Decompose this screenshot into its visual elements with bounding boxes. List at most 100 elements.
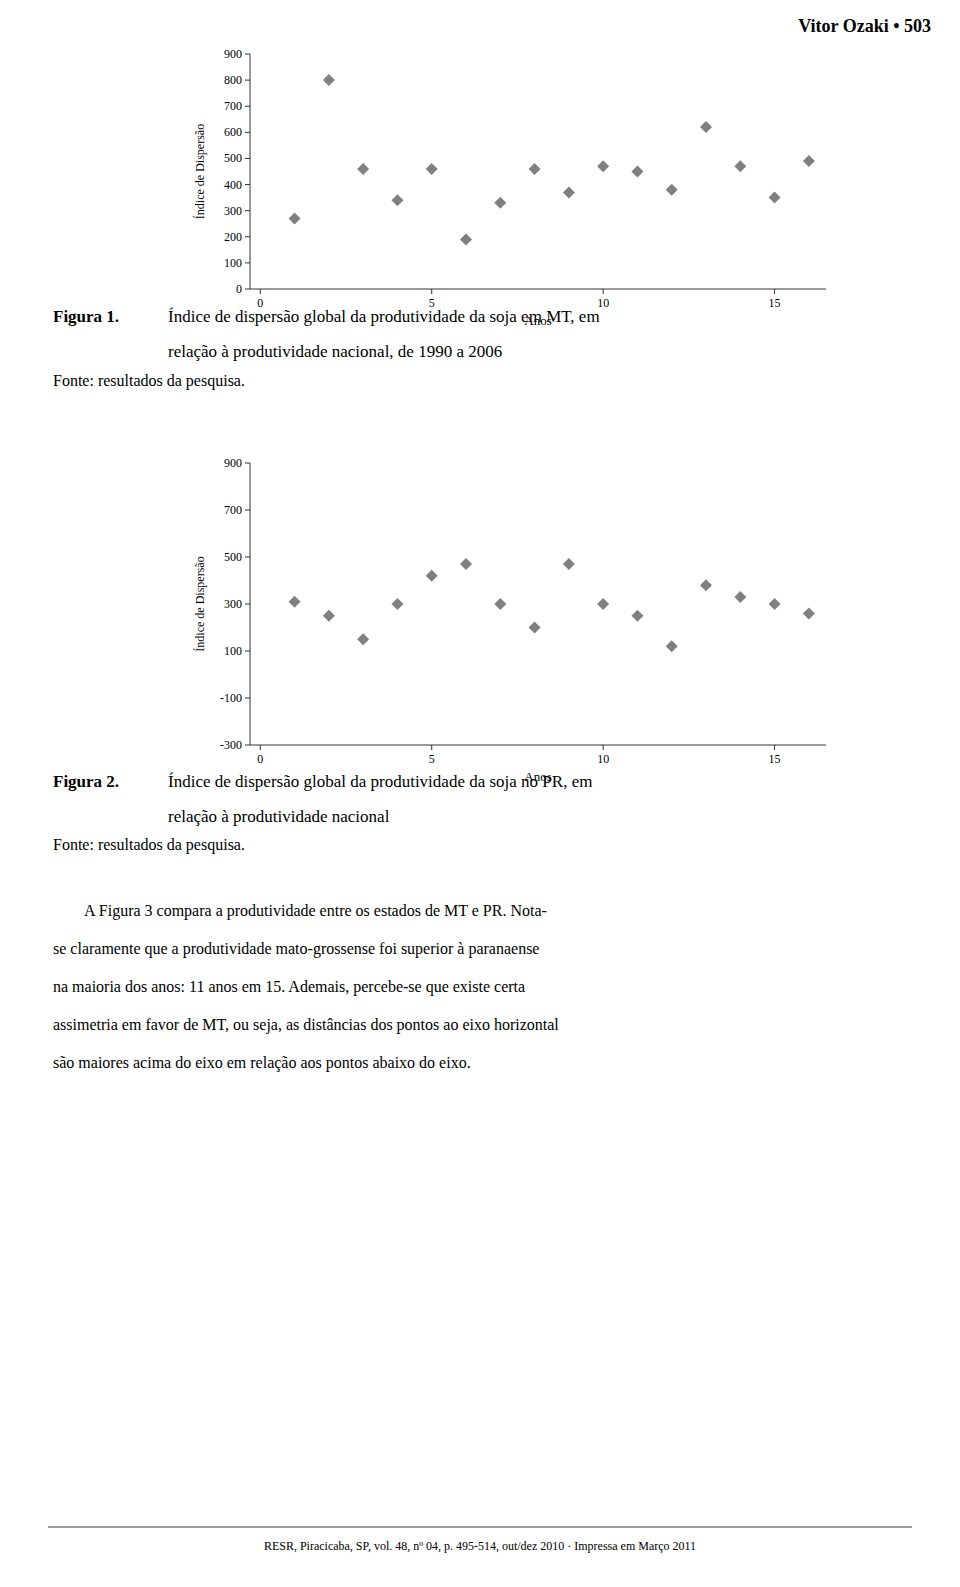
y-tick-label: 200 [224,230,242,244]
body-text: na maioria dos anos: 11 anos em 15. Adem… [53,978,525,996]
point [803,607,815,619]
point [426,570,438,582]
point [460,558,472,570]
x-tick [431,745,432,750]
point [769,598,781,610]
chart: 051015-300-100100300500700900AnosÍndice … [193,456,826,784]
x-tick-label: 15 [769,296,781,310]
x-tick [603,745,604,750]
point [631,610,643,622]
body-text: se claramente que a produtividade mato-g… [53,940,539,958]
x-tick [603,289,604,294]
y-tick-label: 800 [224,73,242,87]
caption-text: Índice de dispersão global da produtivid… [168,307,600,326]
y-tick-label: 400 [224,178,242,192]
y-tick-label: 900 [224,47,242,61]
x-tick-label: 15 [769,752,781,766]
x-tick [774,745,775,750]
point [700,121,712,133]
caption-label: Figura 2. [53,772,119,791]
source-note: Fonte: resultados da pesquisa. [53,372,245,390]
y-tick-label: 700 [224,99,242,113]
caption-text: Índice de dispersão global da produtivid… [168,772,592,791]
x-axis-line [250,289,826,290]
y-tick [245,80,250,81]
y-tick [245,651,250,652]
point [666,184,678,196]
body-text: são maiores acima do eixo em relação aos… [53,1054,471,1072]
y-axis-label: Índice de Dispersão [193,556,207,651]
x-tick-label: 10 [597,752,609,766]
chart: 0510150100200300400500600700800900AnosÍn… [193,47,826,328]
point [494,598,506,610]
y-tick-label: 600 [224,125,242,139]
y-tick-label: 100 [224,644,242,658]
y-tick [245,289,250,290]
background [0,0,960,1587]
x-tick [774,289,775,294]
y-tick-label: 500 [224,550,242,564]
body-text: assimetria em favor de MT, ou seja, as d… [53,1016,559,1034]
page-header: Vitor Ozaki • 503 [798,16,931,36]
point [391,598,403,610]
page-footer: RESR, Piracicaba, SP, vol. 48, nº 04, p.… [264,1539,696,1553]
point [734,160,746,172]
y-tick [245,557,250,558]
y-tick [245,510,250,511]
y-tick-label: 100 [224,256,242,270]
y-tick [245,158,250,159]
x-tick [431,289,432,294]
caption-text: relação à produtividade nacional [168,807,390,826]
source-note: Fonte: resultados da pesquisa. [53,836,245,854]
point [700,579,712,591]
x-tick-label: 5 [429,752,435,766]
point [357,163,369,175]
y-axis-label: Índice de Dispersão [193,124,207,219]
point [597,160,609,172]
y-tick-label: 500 [224,151,242,165]
x-tick [260,289,261,294]
y-tick-label: 900 [224,456,242,470]
y-tick [245,745,250,746]
x-tick-label: 0 [257,752,263,766]
point [734,591,746,603]
y-tick-label: -100 [220,691,242,705]
y-tick [245,132,250,133]
y-tick [245,463,250,464]
y-tick [245,236,250,237]
point [769,192,781,204]
caption-label: Figura 1. [53,307,119,326]
y-tick [245,604,250,605]
point [563,186,575,198]
x-axis-line [250,745,826,746]
point [460,233,472,245]
y-tick-label: 300 [224,597,242,611]
body-text: A Figura 3 compara a produtividade entre… [53,902,547,920]
point [289,213,301,225]
point [631,166,643,178]
point [323,610,335,622]
point [289,596,301,608]
point [426,163,438,175]
point [666,640,678,652]
point [323,74,335,86]
y-axis-line [250,54,251,289]
point [357,633,369,645]
caption-text: relação à produtividade nacional, de 199… [168,342,502,361]
y-tick [245,54,250,55]
point [529,163,541,175]
y-tick-label: 0 [236,282,242,296]
y-tick [245,210,250,211]
point [494,197,506,209]
points [289,558,815,652]
point [803,155,815,167]
y-tick [245,262,250,263]
point [529,622,541,634]
y-tick-label: 300 [224,204,242,218]
x-tick [260,745,261,750]
point [597,598,609,610]
footer-rule [48,1527,912,1528]
y-tick [245,106,250,107]
y-tick [245,184,250,185]
points [289,74,815,245]
